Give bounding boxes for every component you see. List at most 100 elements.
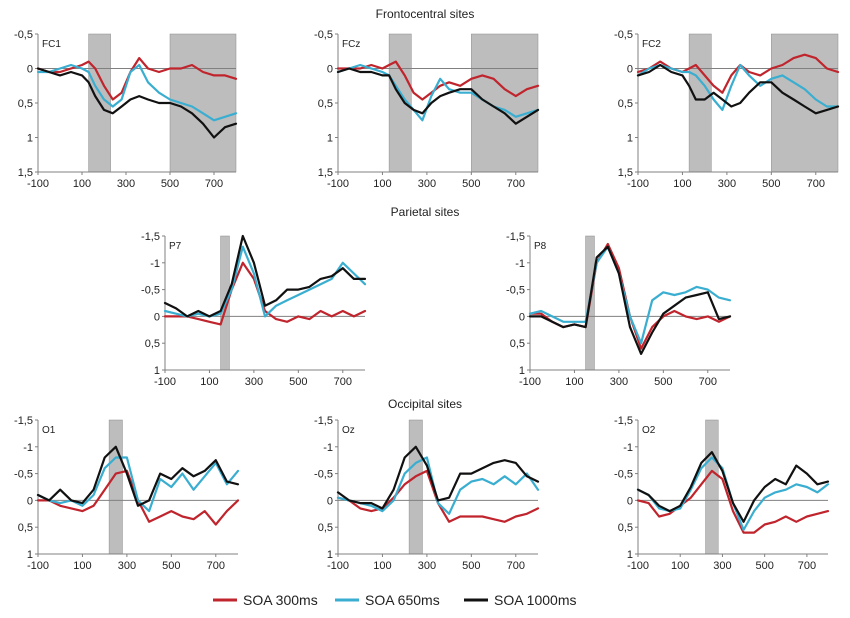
chart-panel-fc1: -0,5 0 0,5 1 1,5-100 100 300 500 700 FC1 [14, 29, 238, 190]
series-line-soa-1000ms [36, 445, 240, 507]
x-tick-label: 300 [118, 560, 136, 572]
y-tick-label: -0,5 [506, 285, 525, 297]
legend-label: SOA 1000ms [494, 592, 577, 608]
electrode-label: P8 [534, 241, 547, 252]
x-tick-label: 500 [654, 376, 672, 388]
x-tick-label: 500 [762, 178, 780, 190]
y-tick-label: -1 [623, 442, 633, 454]
y-tick-label: -0,5 [14, 469, 33, 481]
x-tick-label: -100 [627, 560, 649, 572]
legend-item: SOA 1000ms [464, 592, 577, 608]
x-tick-label: 100 [565, 376, 583, 388]
chart-panel-p7: -1,5 -1 -0,5 0 0,5 1-100 100 300 500 700 P7 [141, 231, 367, 388]
electrode-label: FC1 [42, 39, 61, 50]
y-tick-label: 0 [327, 495, 333, 507]
shaded-window [771, 33, 839, 173]
y-tick-label: 0 [27, 64, 33, 76]
electrode-label: Oz [342, 425, 355, 436]
y-tick-label: 1 [27, 133, 33, 145]
x-tick-label: 500 [462, 178, 480, 190]
chart-panel-p8: -1,5 -1 -0,5 0 0,5 1-100 100 300 500 700 P8 [506, 231, 732, 388]
section-title-occipital: Occipital sites [388, 397, 462, 411]
series-line-soa-1000ms [163, 234, 367, 318]
series-line-soa-300ms [336, 60, 540, 101]
y-tick-label: 1 [627, 133, 633, 145]
x-tick-label: 300 [713, 560, 731, 572]
series-line-soa-1000ms [336, 445, 540, 510]
x-tick-label: 700 [507, 178, 525, 190]
y-tick-label: 0,5 [318, 522, 333, 534]
y-tick-label: 0,5 [618, 98, 633, 110]
chart-panel-o2: -1,5 -1 -0,5 0 0,5 1-100 100 300 500 700 O2 [614, 415, 830, 572]
x-tick-label: 500 [162, 560, 180, 572]
electrode-label: FCz [342, 39, 360, 50]
x-tick-label: 500 [289, 376, 307, 388]
y-tick-label: -0,5 [614, 469, 633, 481]
series-line-soa-1000ms [636, 63, 840, 115]
y-tick-label: -1 [515, 258, 525, 270]
x-tick-label: -100 [27, 178, 49, 190]
y-tick-label: -1,5 [14, 415, 33, 427]
y-tick-label: -0,5 [14, 29, 33, 41]
x-tick-label: 300 [610, 376, 628, 388]
shaded-window [688, 33, 712, 173]
x-tick-label: 500 [161, 178, 179, 190]
legend-item: SOA 300ms [213, 592, 318, 608]
electrode-label: P7 [169, 241, 182, 252]
x-tick-label: 300 [718, 178, 736, 190]
x-tick-label: -100 [519, 376, 541, 388]
legend-label: SOA 650ms [365, 592, 440, 608]
series-line-soa-1000ms [528, 245, 732, 355]
y-tick-label: 0,5 [18, 98, 33, 110]
y-tick-label: -1 [23, 442, 33, 454]
section-title-parietal: Parietal sites [391, 205, 460, 219]
x-tick-label: 100 [673, 178, 691, 190]
chart-panel-oz: -1,5 -1 -0,5 0 0,5 1-100 100 300 500 700 Oz [314, 415, 540, 572]
y-tick-label: -1 [150, 258, 160, 270]
x-tick-label: 700 [334, 376, 352, 388]
y-tick-label: -1,5 [314, 415, 333, 427]
x-tick-label: 700 [699, 376, 717, 388]
x-tick-label: -100 [327, 560, 349, 572]
series-line-soa-650ms [636, 63, 840, 112]
y-tick-label: 0,5 [510, 338, 525, 350]
x-tick-label: 300 [117, 178, 135, 190]
chart-panel-fcz: -0,5 0 0,5 1 1,5-100 100 300 500 700 FCz [314, 29, 540, 190]
shaded-window [705, 419, 719, 555]
y-tick-label: 1 [154, 365, 160, 377]
y-tick-label: 0 [627, 495, 633, 507]
y-tick-label: -1,5 [614, 415, 633, 427]
y-tick-label: 1,5 [318, 167, 333, 179]
section-title-frontocentral: Frontocentral sites [376, 7, 475, 21]
x-tick-label: 100 [373, 560, 391, 572]
x-tick-label: -100 [27, 560, 49, 572]
x-tick-label: 300 [418, 560, 436, 572]
x-tick-label: 700 [807, 178, 825, 190]
x-tick-label: 100 [671, 560, 689, 572]
y-tick-label: 1 [327, 549, 333, 561]
y-tick-label: 1 [627, 549, 633, 561]
x-tick-label: 700 [205, 178, 223, 190]
electrode-label: FC2 [642, 39, 661, 50]
electrode-label: O2 [642, 425, 656, 436]
x-tick-label: 700 [207, 560, 225, 572]
y-tick-label: 0,5 [145, 338, 160, 350]
electrode-label: O1 [42, 425, 56, 436]
series-line-soa-300ms [528, 242, 732, 350]
series-line-soa-650ms [336, 63, 540, 122]
series-line-soa-650ms [528, 245, 732, 345]
x-tick-label: 100 [373, 178, 391, 190]
series-line-soa-300ms [636, 469, 830, 534]
y-tick-label: -1 [323, 442, 333, 454]
y-tick-label: -0,5 [314, 29, 333, 41]
series-line-soa-650ms [163, 245, 367, 318]
y-tick-label: 0,5 [318, 98, 333, 110]
y-tick-label: -0,5 [614, 29, 633, 41]
y-tick-label: 1,5 [618, 167, 633, 179]
y-tick-label: 0 [519, 311, 525, 323]
x-tick-label: 500 [462, 560, 480, 572]
x-tick-label: 700 [798, 560, 816, 572]
x-tick-label: 100 [73, 560, 91, 572]
